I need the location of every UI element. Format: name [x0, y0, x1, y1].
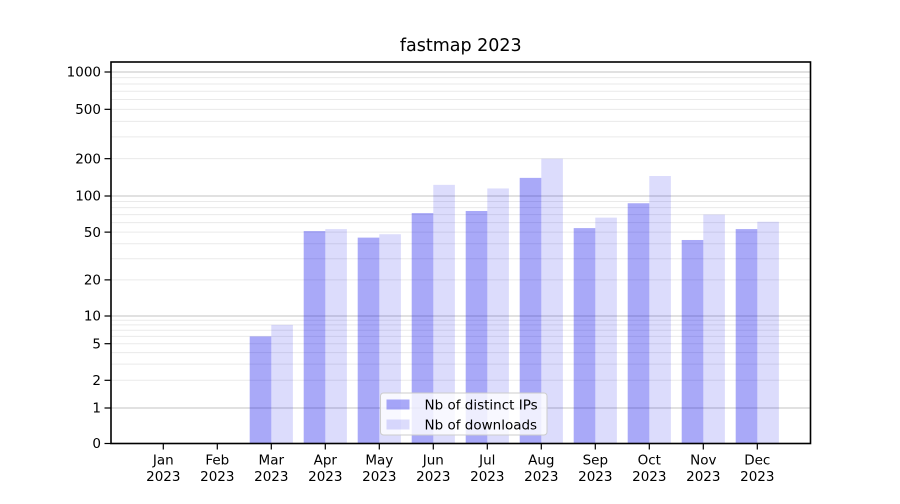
legend: Nb of distinct IPs Nb of downloads	[380, 392, 548, 436]
y-tick-label: 20	[84, 273, 101, 289]
bar-downloads-dec	[757, 221, 779, 444]
bar-downloads-may	[379, 234, 401, 444]
y-tick-label: 1000	[67, 65, 101, 81]
y-tick-label: 200	[75, 151, 101, 167]
legend-label-downloads: Nb of downloads	[425, 417, 538, 433]
x-tick-label-may: May 2023	[362, 453, 396, 486]
y-tick-label: 10	[84, 309, 101, 325]
chart-title: fastmap 2023	[400, 36, 522, 56]
plot-area-border	[110, 61, 812, 445]
bar-downloads-apr	[325, 229, 347, 444]
y-tick-label: 2	[92, 373, 101, 389]
x-tick-label-feb: Feb 2023	[200, 453, 234, 486]
x-tick-label-nov: Nov 2023	[686, 453, 720, 486]
y-tick-label: 500	[75, 102, 101, 118]
bar-distinct-ips-may	[357, 237, 380, 444]
x-tick-label-sep: Sep 2023	[578, 453, 612, 486]
legend-swatch-downloads	[386, 419, 410, 430]
y-tick-label: 100	[75, 189, 101, 205]
bar-distinct-ips-dec	[735, 229, 758, 444]
x-tick-label-oct: Oct 2023	[632, 453, 666, 486]
legend-box	[380, 392, 548, 436]
bar-downloads-oct	[649, 175, 671, 444]
bar-distinct-ips-sep	[573, 228, 596, 444]
bar-distinct-ips-aug	[519, 177, 542, 444]
y-tick-label: 50	[84, 225, 101, 241]
y-tick-label: 1	[92, 401, 101, 417]
legend-swatch-distinct-ips	[386, 399, 410, 410]
x-tick-label-jan: Jan 2023	[146, 453, 180, 486]
bar-distinct-ips-apr	[303, 231, 326, 444]
x-tick-label-apr: Apr 2023	[308, 453, 342, 486]
bar-downloads-jun	[433, 184, 455, 444]
x-axis: Jan 2023 Feb 2023 Mar 2023 Apr 2023 May 2023 Jun 20…	[146, 443, 774, 486]
bar-distinct-ips-jul	[465, 210, 488, 444]
y-tick-label: 5	[92, 336, 101, 352]
bar-distinct-ips-oct	[627, 203, 650, 444]
y-tick-label: 0	[92, 436, 101, 452]
x-tick-label-aug: Aug 2023	[524, 453, 558, 486]
x-tick-label-mar: Mar 2023	[254, 453, 288, 486]
legend-label-distinct-ips: Nb of distinct IPs	[425, 397, 538, 413]
bar-downloads-aug	[541, 158, 563, 444]
bars	[249, 158, 779, 444]
x-tick-label-jun: Jun 2023	[416, 453, 450, 486]
bar-downloads-sep	[595, 217, 617, 444]
bar-downloads-jul	[487, 188, 509, 444]
bar-downloads-mar	[271, 324, 293, 444]
bar-distinct-ips-mar	[249, 336, 272, 444]
bar-downloads-nov	[703, 214, 725, 444]
x-tick-label-jul: Jul 2023	[470, 453, 504, 486]
bar-distinct-ips-jun	[411, 213, 434, 444]
bar-distinct-ips-nov	[681, 239, 704, 444]
x-tick-label-dec: Dec 2023	[740, 453, 774, 486]
